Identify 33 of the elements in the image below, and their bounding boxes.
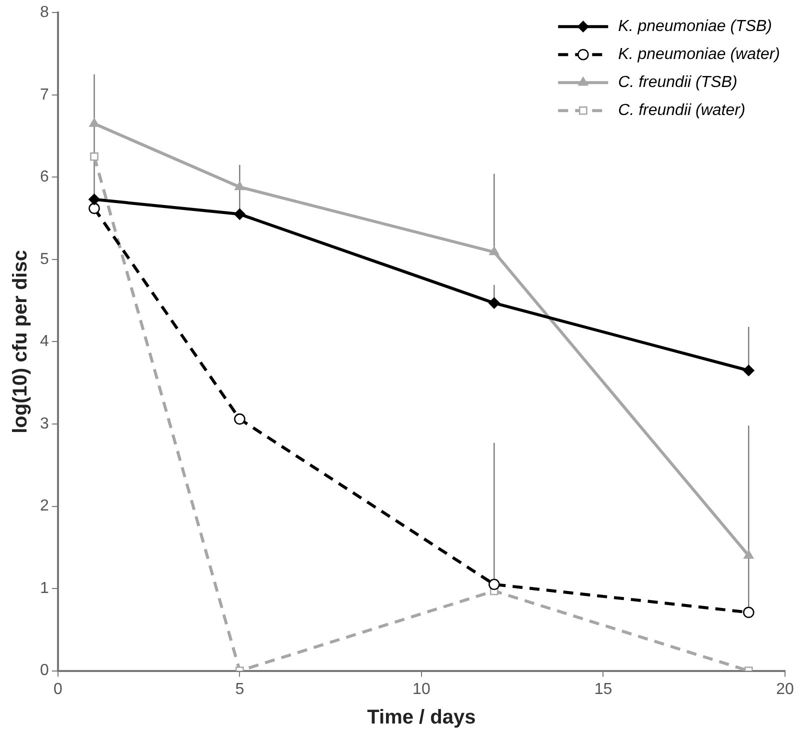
legend-label: K. pneumoniae (TSB) — [618, 18, 772, 36]
point — [744, 550, 754, 559]
y-axis-title: log(10) cfu per disc — [10, 250, 32, 434]
x-tick-label: 0 — [53, 680, 62, 698]
point — [234, 208, 246, 220]
point — [234, 181, 245, 190]
y-tick-label: 5 — [40, 250, 49, 268]
y-tick-label: 6 — [40, 168, 49, 186]
point — [90, 152, 98, 161]
y-tick-label: 1 — [40, 580, 49, 597]
y-tick-label: 8 — [40, 4, 49, 22]
x-tick-label: 5 — [235, 680, 244, 698]
point — [89, 118, 100, 127]
point — [489, 246, 500, 256]
legend-label: C. freundii (TSB) — [618, 74, 738, 92]
y-tick-label: 0 — [40, 662, 49, 680]
x-tick-label: 15 — [594, 680, 612, 698]
point — [88, 194, 100, 206]
y-tick-label: 2 — [40, 498, 49, 515]
point — [742, 364, 754, 376]
x-tick-label: 10 — [412, 680, 430, 698]
legend-label: C. freundii (water) — [618, 102, 746, 120]
point — [488, 297, 500, 309]
point — [488, 578, 500, 590]
point — [234, 413, 246, 425]
x-axis-title: Time / days — [367, 706, 476, 729]
point — [88, 202, 100, 214]
y-tick-label: 7 — [40, 86, 49, 104]
y-tick-label: 3 — [40, 415, 49, 432]
x-tick-label: 20 — [776, 680, 794, 698]
point — [742, 606, 754, 618]
legend-label: K. pneumoniae (water) — [618, 46, 780, 64]
y-tick-label: 4 — [40, 333, 49, 350]
